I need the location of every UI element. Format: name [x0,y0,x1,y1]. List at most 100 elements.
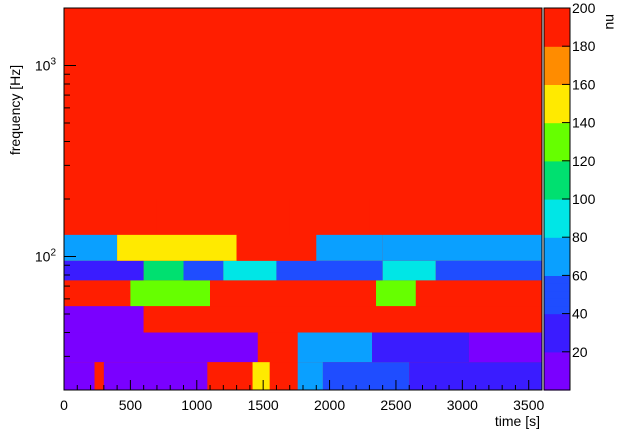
color-scale-step [544,214,570,223]
heatmap-cell [276,260,383,281]
x-axis: 0 500 1000 1500 2000 2500 3000 3500 [60,380,545,413]
heatmap-cell [297,362,323,390]
heatmap-cell [269,362,298,390]
color-scale-step [544,313,570,322]
color-scale-step [544,15,570,24]
color-scale-step [544,84,570,93]
color-scale-step [544,176,570,185]
heatmap-cell [143,260,184,281]
color-scale-label: 40 [572,306,588,322]
heatmap-cell [64,306,144,333]
heatmap-cell [435,260,542,281]
color-scale-step [544,145,570,154]
x-tick-label: 0 [60,397,68,413]
heatmap-cell [322,362,410,390]
color-scale-step [544,199,570,208]
color-scale-label: 60 [572,267,588,283]
color-scale-step [544,229,570,238]
color-scale-step [544,30,570,40]
y-tick-label: 102 [35,247,57,264]
x-tick-label: 1500 [248,397,279,413]
color-scale-step [544,137,570,147]
color-scale-step [544,76,570,85]
color-scale-step [544,38,570,47]
color-scale-step [544,275,570,284]
color-scale-step [544,344,570,353]
color-scale-step [544,237,570,246]
color-scale-step [544,206,570,215]
color-scale: 20 40 60 80 100 120 140 160 180 200 [543,0,596,391]
color-scale-step [544,221,570,231]
heatmap-cell [257,332,298,363]
z-axis-title: nu [603,14,619,30]
color-scale-step [544,305,570,315]
x-tick-label: 1000 [181,397,212,413]
color-scale-step [544,267,570,276]
color-scale-step [544,53,570,63]
heatmap-cell [64,362,95,390]
color-scale-step [544,298,570,307]
heatmap-cell [183,260,224,281]
color-scale-step [544,92,570,101]
heatmap-cell [297,332,373,363]
heatmap-cell [94,362,104,390]
heatmap-area [64,8,542,390]
color-scale-step [544,46,570,55]
color-scale-step [544,351,570,361]
heatmap-cell [223,260,277,281]
color-scale-step [544,23,570,32]
color-scale-label: 160 [572,76,596,92]
x-tick-label: 2500 [380,397,411,413]
color-scale-label: 180 [572,38,596,54]
heatmap-cell [382,234,542,261]
x-axis-title: time [s] [495,413,540,429]
color-scale-step [544,114,570,124]
heatmap-cell [289,199,370,235]
color-scale-step [544,99,570,108]
heatmap-cell [207,362,253,390]
heatmap-cell [64,260,144,281]
color-scale-step [544,107,570,116]
heatmap-cell [382,260,436,281]
color-scale-step [544,367,570,376]
color-scale-label: 20 [572,344,588,360]
color-scale-label: 80 [572,229,588,245]
color-scale-step [544,191,570,200]
color-scale-step [544,8,570,17]
heatmap-cell [64,332,258,363]
heatmap-cell [369,199,542,235]
x-tick-label: 2000 [314,397,345,413]
color-scale-label: 120 [572,153,596,169]
y-axis: 102 103 [35,7,76,391]
color-scale-step [544,168,570,177]
color-scale-step [544,382,570,391]
color-scale-step [544,69,570,78]
color-scale-label: 140 [572,115,596,131]
heatmap-cell [64,8,542,123]
heatmap-cell [64,122,542,199]
color-scale-step [544,359,570,368]
heatmap-cell [415,280,542,307]
heatmap-cell [316,234,383,261]
color-scale-step [544,130,570,139]
heatmap-cell [156,199,290,235]
color-scale-step [544,160,570,170]
heatmap-cell [210,280,343,307]
heatmap-cell [130,280,211,307]
heatmap-cell [64,280,131,307]
heatmap-cell [468,332,542,363]
color-scale-step [544,183,570,192]
heatmap-cell [236,234,317,261]
heatmap-cell [376,280,416,307]
color-scale-step [544,153,570,162]
color-scale-step [544,290,570,299]
color-scale-step [544,61,570,70]
color-scale-step [544,252,570,261]
y-axis-title: frequency [Hz] [7,65,23,155]
x-tick-label: 3000 [447,397,478,413]
color-scale-step [544,283,570,292]
color-scale-label: 200 [572,0,596,16]
color-scale-step [544,336,570,345]
color-scale-step [544,328,570,338]
